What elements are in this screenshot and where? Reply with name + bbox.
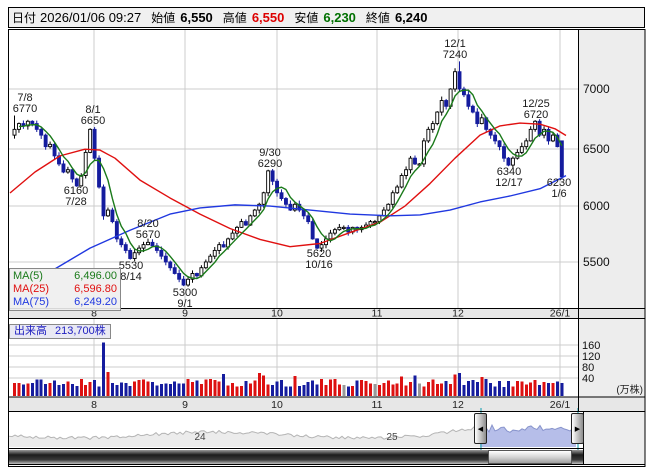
svg-text:24: 24 xyxy=(194,432,206,443)
horizontal-scrollbar-track[interactable] xyxy=(9,450,583,464)
svg-text:120: 120 xyxy=(582,351,600,363)
svg-text:1/6: 1/6 xyxy=(551,188,566,200)
svg-text:6230: 6230 xyxy=(547,177,571,189)
navigator-area xyxy=(9,426,480,447)
svg-text:12: 12 xyxy=(452,308,464,320)
svg-text:6500: 6500 xyxy=(583,142,610,156)
svg-text:12: 12 xyxy=(452,399,464,411)
gridlines xyxy=(9,30,578,397)
svg-text:9: 9 xyxy=(182,308,188,320)
svg-text:9/1: 9/1 xyxy=(177,298,192,310)
horizontal-scrollbar-thumb[interactable] xyxy=(488,450,572,464)
quote-info-bar: 日付 2026/01/06 09:27 始値 6,550 高値 6,550 安値… xyxy=(8,7,645,28)
svg-text:8: 8 xyxy=(91,308,97,320)
svg-text:10: 10 xyxy=(271,308,283,320)
svg-text:40: 40 xyxy=(582,373,594,385)
svg-text:8: 8 xyxy=(91,399,97,411)
left-arrow-icon: ◀ xyxy=(477,425,484,433)
svg-text:80: 80 xyxy=(582,362,594,374)
svg-text:7/8: 7/8 xyxy=(17,92,32,104)
svg-text:12/1: 12/1 xyxy=(444,38,465,50)
svg-text:5670: 5670 xyxy=(136,229,160,241)
volume-value: 213,700株 xyxy=(55,325,106,337)
volume-title: 出来高 xyxy=(14,325,47,337)
svg-text:26/1: 26/1 xyxy=(550,399,571,411)
ma75-line xyxy=(54,174,567,270)
close-value: 6,240 xyxy=(394,10,428,25)
ma5-value: 6,496.00 xyxy=(74,270,117,282)
svg-text:5500: 5500 xyxy=(583,255,610,269)
svg-text:8/20: 8/20 xyxy=(137,218,158,230)
date-value: 2026/01/06 09:27 xyxy=(40,10,142,25)
svg-text:26/1: 26/1 xyxy=(550,308,571,320)
svg-text:6290: 6290 xyxy=(258,158,282,170)
ma25-value: 6,596.80 xyxy=(74,283,117,295)
volume-readout: 出来高 213,700株 xyxy=(9,324,111,339)
ma25-line xyxy=(9,122,567,248)
ma75-label: MA(75) xyxy=(13,296,50,308)
svg-text:11: 11 xyxy=(372,399,383,411)
open-value: 6,550 xyxy=(180,10,213,25)
svg-text:8/1: 8/1 xyxy=(85,104,100,116)
svg-text:12/25: 12/25 xyxy=(522,98,550,110)
svg-text:6720: 6720 xyxy=(524,109,548,121)
svg-text:6000: 6000 xyxy=(583,199,610,213)
ma-legend: MA(5) 6,496.00 MA(25) 6,596.80 MA(75) 6,… xyxy=(9,268,121,311)
svg-text:5530: 5530 xyxy=(119,260,143,272)
svg-text:9/30: 9/30 xyxy=(259,147,280,159)
svg-text:10/16: 10/16 xyxy=(305,259,333,271)
ma5-legend-row: MA(5) 6,496.00 xyxy=(13,270,117,283)
svg-text:9: 9 xyxy=(182,399,188,411)
svg-text:(万株): (万株) xyxy=(616,383,643,396)
svg-text:6340: 6340 xyxy=(497,166,521,178)
high-label: 高値 xyxy=(222,11,247,25)
svg-text:12/17: 12/17 xyxy=(495,177,523,189)
svg-text:7240: 7240 xyxy=(443,49,467,61)
ma5-line xyxy=(18,89,563,280)
low-value: 6,230 xyxy=(323,10,356,25)
svg-text:11: 11 xyxy=(372,308,383,320)
svg-text:6650: 6650 xyxy=(81,115,105,127)
svg-text:25: 25 xyxy=(386,432,398,443)
svg-text:160: 160 xyxy=(582,340,600,352)
navigator-area xyxy=(480,425,576,447)
svg-text:6160: 6160 xyxy=(64,185,88,197)
svg-text:6770: 6770 xyxy=(13,103,37,115)
navigator-left-handle[interactable]: ◀ xyxy=(474,413,487,444)
ma75-legend-row: MA(75) 6,249.20 xyxy=(13,296,117,309)
open-label: 始値 xyxy=(151,11,176,25)
svg-text:5620: 5620 xyxy=(307,248,331,260)
close-label: 終値 xyxy=(365,11,390,25)
date-label: 日付 xyxy=(12,11,37,25)
ma5-label: MA(5) xyxy=(13,270,43,282)
svg-text:10: 10 xyxy=(271,399,283,411)
candles xyxy=(12,61,564,287)
right-arrow-icon: ▶ xyxy=(574,425,581,433)
svg-text:7000: 7000 xyxy=(583,82,610,96)
high-value: 6,550 xyxy=(251,10,285,25)
volume-bars xyxy=(13,342,564,396)
svg-text:8/14: 8/14 xyxy=(120,271,141,283)
navigator-right-handle[interactable]: ▶ xyxy=(571,413,584,444)
low-label: 安値 xyxy=(294,11,319,25)
svg-text:7/28: 7/28 xyxy=(65,196,86,208)
ma25-label: MA(25) xyxy=(13,283,50,295)
ma75-value: 6,249.20 xyxy=(74,296,117,308)
ma25-legend-row: MA(25) 6,596.80 xyxy=(13,283,117,296)
svg-text:5300: 5300 xyxy=(173,287,197,299)
